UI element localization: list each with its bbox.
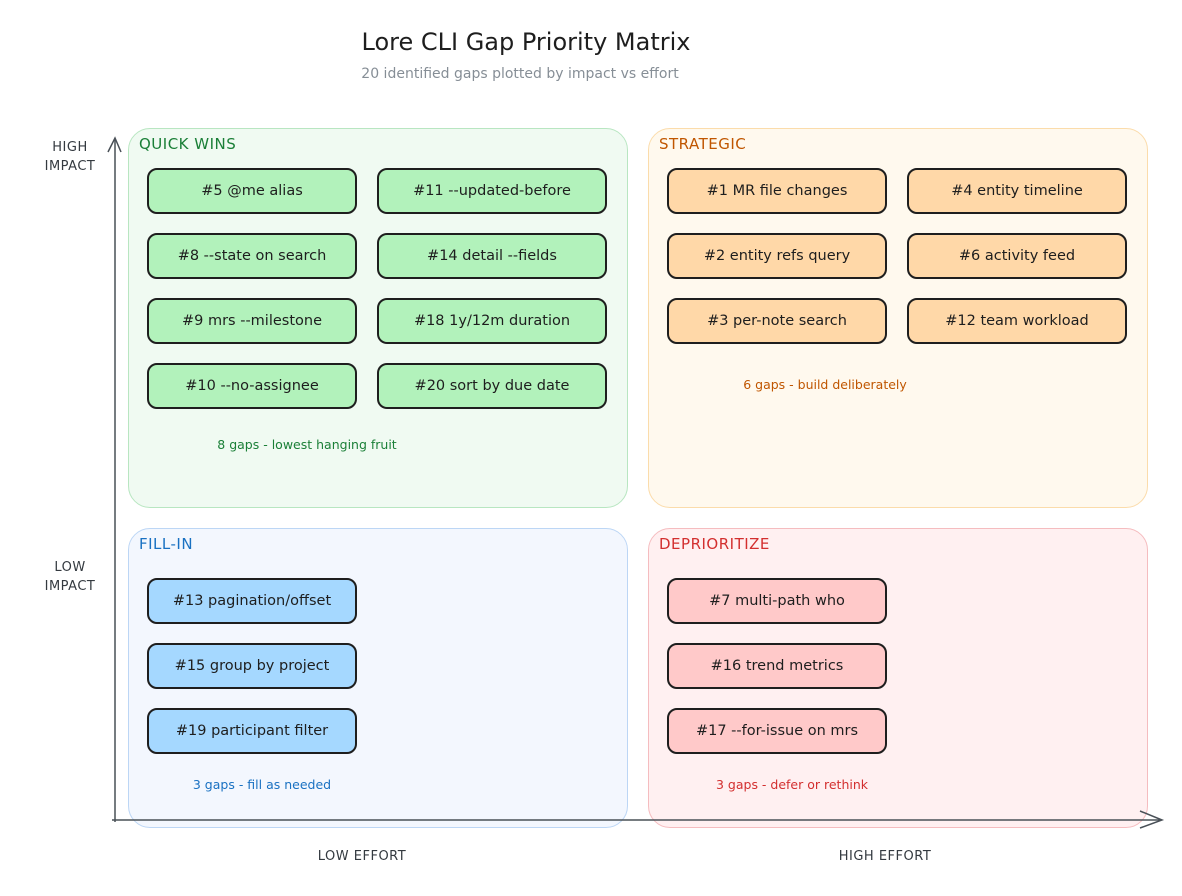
quadrant-note: 3 gaps - fill as needed	[192, 777, 332, 792]
gap-card[interactable]: #2 entity refs query	[667, 233, 887, 279]
gap-card[interactable]: #6 activity feed	[907, 233, 1127, 279]
gap-card[interactable]: #8 --state on search	[147, 233, 357, 279]
x-axis-arrow-icon	[1139, 810, 1165, 829]
gap-card[interactable]: #13 pagination/offset	[147, 578, 357, 624]
y-axis-arrow-icon	[107, 136, 122, 153]
gap-card[interactable]: #15 group by project	[147, 643, 357, 689]
gap-card[interactable]: #7 multi-path who	[667, 578, 887, 624]
gap-card[interactable]: #18 1y/12m duration	[377, 298, 607, 344]
axis-label-low-impact: LOW IMPACT	[44, 560, 96, 594]
gap-card[interactable]: #3 per-note search	[667, 298, 887, 344]
quadrant-label: STRATEGIC	[659, 135, 747, 153]
gap-card[interactable]: #11 --updated-before	[377, 168, 607, 214]
gap-card[interactable]: #17 --for-issue on mrs	[667, 708, 887, 754]
gap-card[interactable]: #20 sort by due date	[377, 363, 607, 409]
axis-label-high-effort: HIGH EFFORT	[838, 849, 932, 864]
gap-card[interactable]: #9 mrs --milestone	[147, 298, 357, 344]
gap-card[interactable]: #1 MR file changes	[667, 168, 887, 214]
axis-label-high-impact: HIGH IMPACT	[44, 140, 96, 174]
gap-card[interactable]: #5 @me alias	[147, 168, 357, 214]
gap-card[interactable]: #16 trend metrics	[667, 643, 887, 689]
quadrant-label: DEPRIORITIZE	[659, 535, 770, 553]
gap-card[interactable]: #4 entity timeline	[907, 168, 1127, 214]
quadrant-note: 6 gaps - build deliberately	[743, 377, 907, 392]
quadrant-note: 3 gaps - defer or rethink	[715, 777, 869, 792]
axis-label-low-effort: LOW EFFORT	[317, 849, 407, 864]
gap-card[interactable]: #14 detail --fields	[377, 233, 607, 279]
gap-card[interactable]: #19 participant filter	[147, 708, 357, 754]
quadrant-note: 8 gaps - lowest hanging fruit	[217, 437, 397, 452]
diagram-subtitle: 20 identified gaps plotted by impact vs …	[361, 66, 679, 82]
gap-card[interactable]: #12 team workload	[907, 298, 1127, 344]
gap-card[interactable]: #10 --no-assignee	[147, 363, 357, 409]
diagram-title: Lore CLI Gap Priority Matrix	[361, 28, 691, 56]
quadrant-label: FILL-IN	[139, 535, 194, 553]
quadrant-label: QUICK WINS	[139, 135, 237, 153]
